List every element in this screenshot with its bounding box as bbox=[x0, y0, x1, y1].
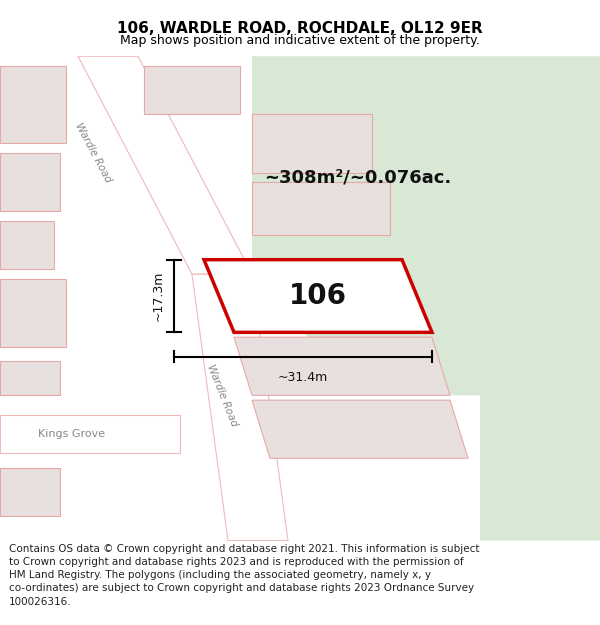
Polygon shape bbox=[234, 338, 450, 396]
Text: ~31.4m: ~31.4m bbox=[278, 371, 328, 384]
Polygon shape bbox=[0, 279, 66, 347]
Polygon shape bbox=[252, 114, 372, 172]
Text: Kings Grove: Kings Grove bbox=[38, 429, 106, 439]
Polygon shape bbox=[0, 468, 60, 516]
Text: Contains OS data © Crown copyright and database right 2021. This information is : Contains OS data © Crown copyright and d… bbox=[9, 544, 479, 606]
Polygon shape bbox=[0, 153, 60, 211]
Polygon shape bbox=[0, 66, 66, 143]
Polygon shape bbox=[0, 361, 60, 396]
Polygon shape bbox=[204, 260, 432, 332]
Polygon shape bbox=[192, 274, 288, 541]
Text: ~17.3m: ~17.3m bbox=[152, 271, 165, 321]
Polygon shape bbox=[252, 56, 600, 541]
Polygon shape bbox=[78, 56, 252, 274]
Polygon shape bbox=[252, 400, 468, 458]
Text: 106, WARDLE ROAD, ROCHDALE, OL12 9ER: 106, WARDLE ROAD, ROCHDALE, OL12 9ER bbox=[117, 21, 483, 36]
Text: Wardle Road: Wardle Road bbox=[205, 363, 239, 428]
Text: 106: 106 bbox=[289, 282, 347, 310]
Polygon shape bbox=[0, 221, 54, 269]
Text: Wardle Road: Wardle Road bbox=[73, 122, 113, 184]
Text: Map shows position and indicative extent of the property.: Map shows position and indicative extent… bbox=[120, 34, 480, 48]
Polygon shape bbox=[0, 415, 180, 454]
Polygon shape bbox=[144, 66, 240, 114]
Text: ~308m²/~0.076ac.: ~308m²/~0.076ac. bbox=[264, 168, 451, 186]
Polygon shape bbox=[252, 182, 390, 236]
